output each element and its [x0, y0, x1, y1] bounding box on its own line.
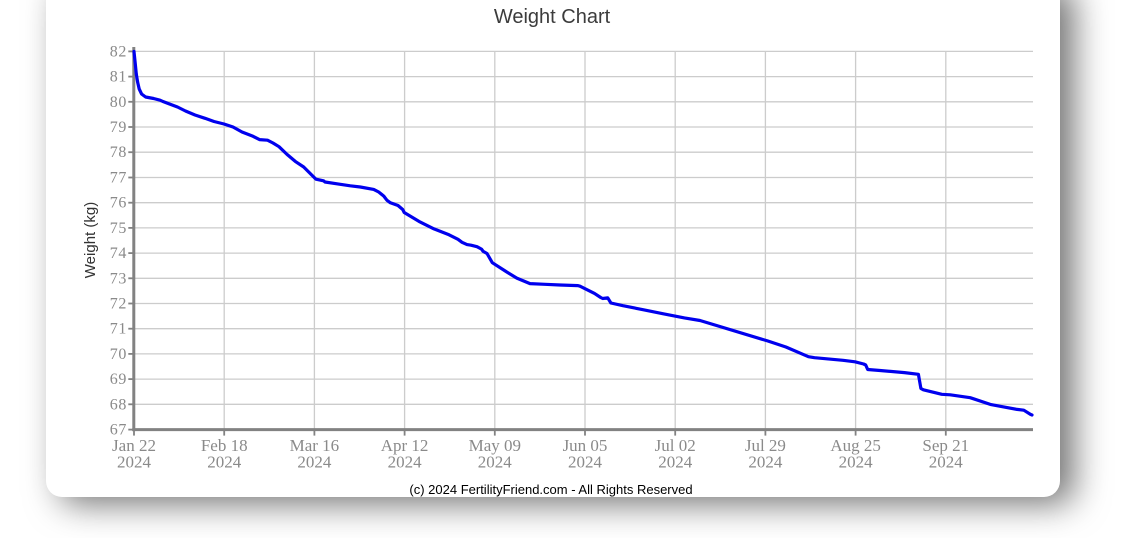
svg-text:76: 76 — [110, 195, 127, 212]
svg-text:75: 75 — [110, 220, 127, 237]
svg-text:Jun 05: Jun 05 — [563, 436, 608, 455]
svg-text:Aug 25: Aug 25 — [830, 436, 881, 455]
svg-text:71: 71 — [110, 321, 127, 338]
svg-text:2024: 2024 — [568, 453, 603, 472]
svg-text:72: 72 — [110, 296, 127, 313]
svg-text:81: 81 — [110, 69, 127, 86]
svg-text:Jul 29: Jul 29 — [745, 436, 786, 455]
svg-text:2024: 2024 — [929, 453, 964, 472]
svg-text:Sep 21: Sep 21 — [922, 436, 969, 455]
svg-text:May 09: May 09 — [469, 436, 521, 455]
svg-text:80: 80 — [110, 94, 127, 111]
svg-text:Jan 22: Jan 22 — [112, 436, 156, 455]
svg-text:Weight (kg): Weight (kg) — [82, 202, 99, 278]
svg-text:2024: 2024 — [478, 453, 513, 472]
svg-text:74: 74 — [110, 245, 127, 262]
svg-text:70: 70 — [110, 346, 127, 363]
svg-text:Mar 16: Mar 16 — [290, 436, 340, 455]
svg-text:Apr 12: Apr 12 — [381, 436, 429, 455]
svg-text:67: 67 — [110, 422, 127, 439]
svg-text:78: 78 — [110, 144, 127, 161]
svg-text:Weight Chart: Weight Chart — [494, 6, 611, 28]
svg-text:2024: 2024 — [388, 453, 423, 472]
svg-text:79: 79 — [110, 119, 127, 136]
svg-text:2024: 2024 — [117, 453, 152, 472]
svg-text:2024: 2024 — [207, 453, 242, 472]
svg-text:2024: 2024 — [658, 453, 693, 472]
svg-text:Jul 02: Jul 02 — [655, 436, 696, 455]
svg-text:Feb 18: Feb 18 — [201, 436, 248, 455]
svg-text:77: 77 — [110, 170, 127, 187]
svg-text:73: 73 — [110, 270, 127, 287]
svg-text:68: 68 — [110, 396, 127, 413]
svg-text:2024: 2024 — [839, 453, 874, 472]
svg-text:69: 69 — [110, 371, 127, 388]
svg-text:2024: 2024 — [748, 453, 783, 472]
svg-text:82: 82 — [110, 43, 127, 60]
svg-text:(c) 2024 FertilityFriend.com -: (c) 2024 FertilityFriend.com - All Right… — [409, 482, 692, 497]
svg-text:2024: 2024 — [297, 453, 332, 472]
